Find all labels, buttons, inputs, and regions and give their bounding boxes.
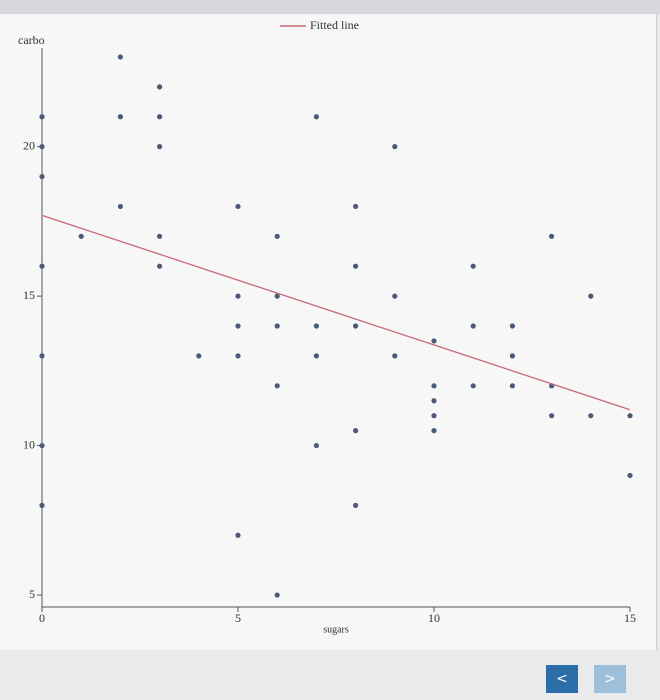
y-tick-label: 5	[29, 587, 35, 601]
data-point	[78, 233, 84, 239]
data-point	[470, 323, 476, 329]
data-point	[431, 383, 437, 389]
data-point	[313, 114, 319, 120]
data-point	[509, 323, 515, 329]
y-axis-label: carbo	[18, 33, 45, 47]
data-point	[39, 442, 45, 449]
data-point	[353, 502, 359, 508]
data-point	[431, 338, 437, 344]
data-point	[235, 293, 241, 299]
data-point	[431, 398, 437, 404]
data-point	[353, 323, 359, 329]
data-point	[627, 413, 633, 419]
data-point	[509, 383, 515, 389]
data-point	[431, 413, 437, 419]
data-point	[392, 293, 398, 299]
top-bar	[0, 0, 660, 14]
y-tick-label: 20	[23, 138, 35, 152]
data-point	[627, 472, 633, 479]
data-point	[431, 428, 437, 434]
data-point	[39, 263, 45, 269]
x-axis-label: sugars	[323, 624, 349, 635]
data-point	[274, 592, 280, 598]
data-point	[353, 203, 359, 210]
data-point	[313, 353, 319, 359]
y-tick-label: 15	[23, 288, 35, 302]
data-point	[117, 114, 123, 120]
data-point	[196, 353, 202, 359]
data-point	[157, 114, 163, 120]
data-point	[549, 233, 555, 239]
data-point	[588, 293, 594, 299]
data-point	[39, 502, 45, 508]
data-point	[274, 383, 280, 389]
data-point	[117, 54, 123, 60]
data-point	[235, 353, 241, 359]
data-point	[39, 173, 45, 180]
data-point	[39, 144, 45, 150]
data-point	[39, 353, 45, 359]
x-tick-label: 15	[624, 611, 636, 625]
data-point	[313, 442, 319, 449]
data-point	[313, 323, 319, 329]
data-point	[117, 203, 123, 210]
data-point	[235, 532, 241, 538]
data-point	[470, 383, 476, 389]
data-point	[157, 263, 163, 269]
data-point	[274, 323, 280, 329]
data-point	[235, 203, 241, 210]
data-point	[274, 233, 280, 239]
data-point	[157, 144, 163, 150]
data-point	[274, 293, 280, 299]
data-point	[392, 353, 398, 359]
data-point	[392, 144, 398, 150]
y-tick-label: 10	[23, 437, 35, 451]
legend-label: Fitted line	[310, 18, 359, 32]
fitted-line	[41, 214, 631, 411]
data-point	[235, 323, 241, 329]
x-tick-label: 10	[428, 611, 440, 625]
data-point	[588, 413, 594, 419]
data-point	[157, 84, 163, 90]
data-point	[353, 428, 359, 434]
data-point	[353, 263, 359, 269]
data-point	[549, 413, 555, 419]
chart-panel	[0, 14, 657, 650]
next-button[interactable]: >	[594, 665, 626, 693]
data-point	[470, 263, 476, 269]
data-point	[39, 114, 45, 120]
x-tick-label: 0	[39, 611, 45, 625]
prev-button[interactable]: <	[546, 665, 578, 693]
data-point	[509, 353, 515, 359]
x-tick-label: 5	[235, 611, 241, 625]
data-point	[157, 233, 163, 239]
